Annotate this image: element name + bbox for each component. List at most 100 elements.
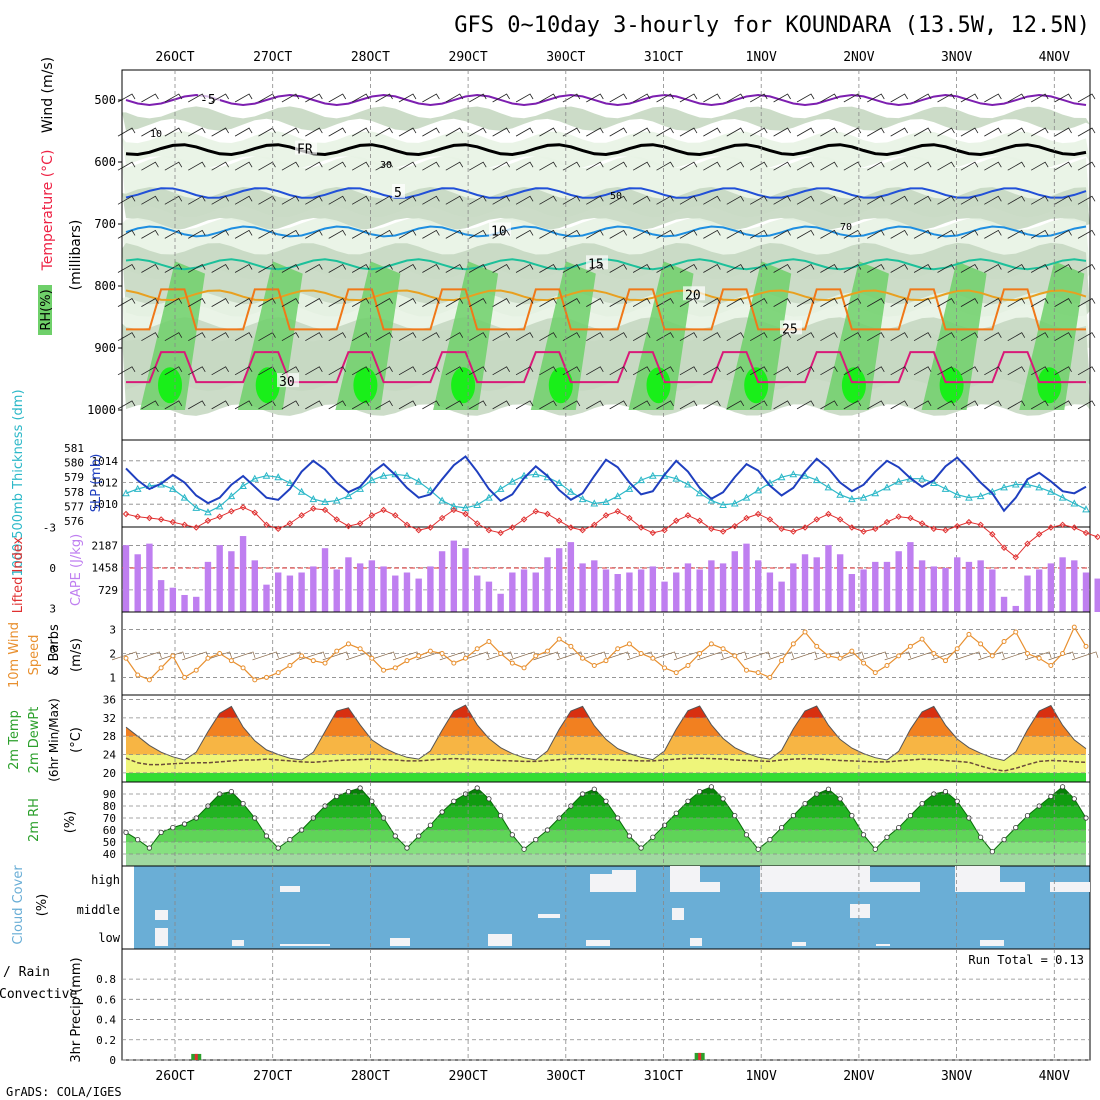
- wind-barb: [773, 127, 791, 137]
- cape-bar: [989, 569, 996, 612]
- thickness-point: [297, 487, 306, 495]
- date-label-bottom: 28OCT: [351, 1069, 390, 1084]
- thickness-point: [707, 496, 716, 504]
- cape-bar: [731, 551, 738, 612]
- rh-point: [603, 798, 609, 804]
- pressure-tick: 700: [94, 217, 116, 231]
- wind-barb: [539, 400, 557, 410]
- axis-label-minmax: (6hr Min/Max): [47, 698, 61, 782]
- cape-bar: [790, 563, 797, 612]
- rh-point: [591, 786, 597, 792]
- wind-barb: [703, 263, 721, 273]
- wind-barb: [820, 127, 838, 137]
- wind-barb: [328, 332, 347, 342]
- date-label-top: 26OCT: [155, 50, 194, 65]
- wind-barb: [469, 298, 487, 307]
- wind-barb: [539, 127, 557, 137]
- wind-barb: [205, 651, 232, 661]
- rh-point: [474, 785, 480, 791]
- li-point: [274, 525, 282, 533]
- cape-bar: [848, 574, 856, 612]
- wind-barb: [234, 195, 253, 205]
- li-point: [567, 524, 575, 531]
- wind-barb: [820, 195, 838, 205]
- wind-point: [978, 641, 984, 647]
- wind-barb: [773, 229, 791, 239]
- wind-barb: [984, 229, 1002, 239]
- li-point: [1071, 524, 1078, 531]
- wind-barb: [679, 195, 698, 205]
- wind-barb: [890, 263, 909, 273]
- wind-barb: [328, 366, 347, 376]
- rh-shading-high: [921, 261, 987, 410]
- li-point: [1012, 553, 1019, 561]
- wind-barb: [398, 263, 417, 273]
- wind-barb: [890, 366, 909, 376]
- wind-barb: [445, 229, 464, 239]
- cape-bar: [860, 569, 867, 612]
- cape-bar: [801, 554, 809, 612]
- li-tick: 3: [49, 603, 56, 616]
- wind-point: [474, 646, 480, 652]
- wind-barb: [796, 195, 815, 205]
- li-point: [509, 524, 516, 531]
- wind-barb: [867, 400, 885, 410]
- thickness-point: [859, 493, 868, 501]
- wind-barb: [609, 332, 628, 342]
- wind-barb: [960, 298, 979, 307]
- wind-barb: [445, 366, 464, 376]
- rh-shading-max: [158, 367, 182, 404]
- li-point: [310, 505, 317, 512]
- temperature-band: [126, 772, 1086, 782]
- rh-point: [825, 786, 832, 792]
- cape-bar: [626, 572, 633, 612]
- li-point: [263, 521, 270, 529]
- date-label-bottom: 4NOV: [1039, 1069, 1070, 1084]
- rh-point: [1048, 793, 1054, 800]
- wind-barb: [258, 263, 276, 273]
- wind-point: [673, 670, 679, 676]
- thickness-point: [1035, 483, 1044, 491]
- wind-point: [814, 643, 820, 649]
- wind-barb: [937, 127, 955, 137]
- wind-barb: [141, 332, 159, 342]
- wind-barb: [867, 263, 885, 273]
- wind-barb: [164, 263, 183, 273]
- wind-point: [1083, 643, 1089, 649]
- wind-barb: [351, 366, 370, 376]
- wind-barb: [445, 93, 464, 103]
- wind-barb: [1025, 651, 1052, 661]
- axis-label-millibars: (millibars): [68, 220, 84, 291]
- cape-bar: [614, 574, 621, 612]
- wind-point: [205, 655, 211, 661]
- wind-barb: [141, 195, 159, 205]
- rh-point: [345, 788, 352, 795]
- wind-point: [685, 662, 691, 668]
- li-point: [942, 526, 949, 534]
- wind-point: [966, 631, 972, 637]
- wind-barb: [141, 93, 159, 103]
- wind-point: [416, 653, 422, 659]
- wind-barb: [960, 127, 979, 137]
- wind-barb: [1054, 161, 1072, 171]
- wind-barb: [469, 400, 487, 410]
- wind-barb: [469, 93, 487, 103]
- li-point: [591, 521, 598, 529]
- thickness-tick: 581: [64, 442, 84, 455]
- wind-barb: [539, 229, 557, 239]
- wind-barb: [960, 400, 979, 410]
- wind-point: [837, 655, 843, 661]
- wind-barb: [984, 195, 1002, 205]
- li-point: [403, 521, 411, 529]
- cape-bar: [1082, 572, 1090, 612]
- wind-barb: [141, 161, 159, 171]
- wind-barb: [562, 263, 581, 273]
- thickness-point: [929, 478, 938, 487]
- cape-bar: [520, 569, 528, 612]
- wind-barb: [1001, 651, 1029, 661]
- cape-tick: 729: [98, 584, 118, 597]
- wind-barb: [656, 366, 674, 376]
- wind-barb: [726, 195, 745, 205]
- wind-barb: [328, 127, 347, 137]
- thickness-point: [801, 471, 809, 479]
